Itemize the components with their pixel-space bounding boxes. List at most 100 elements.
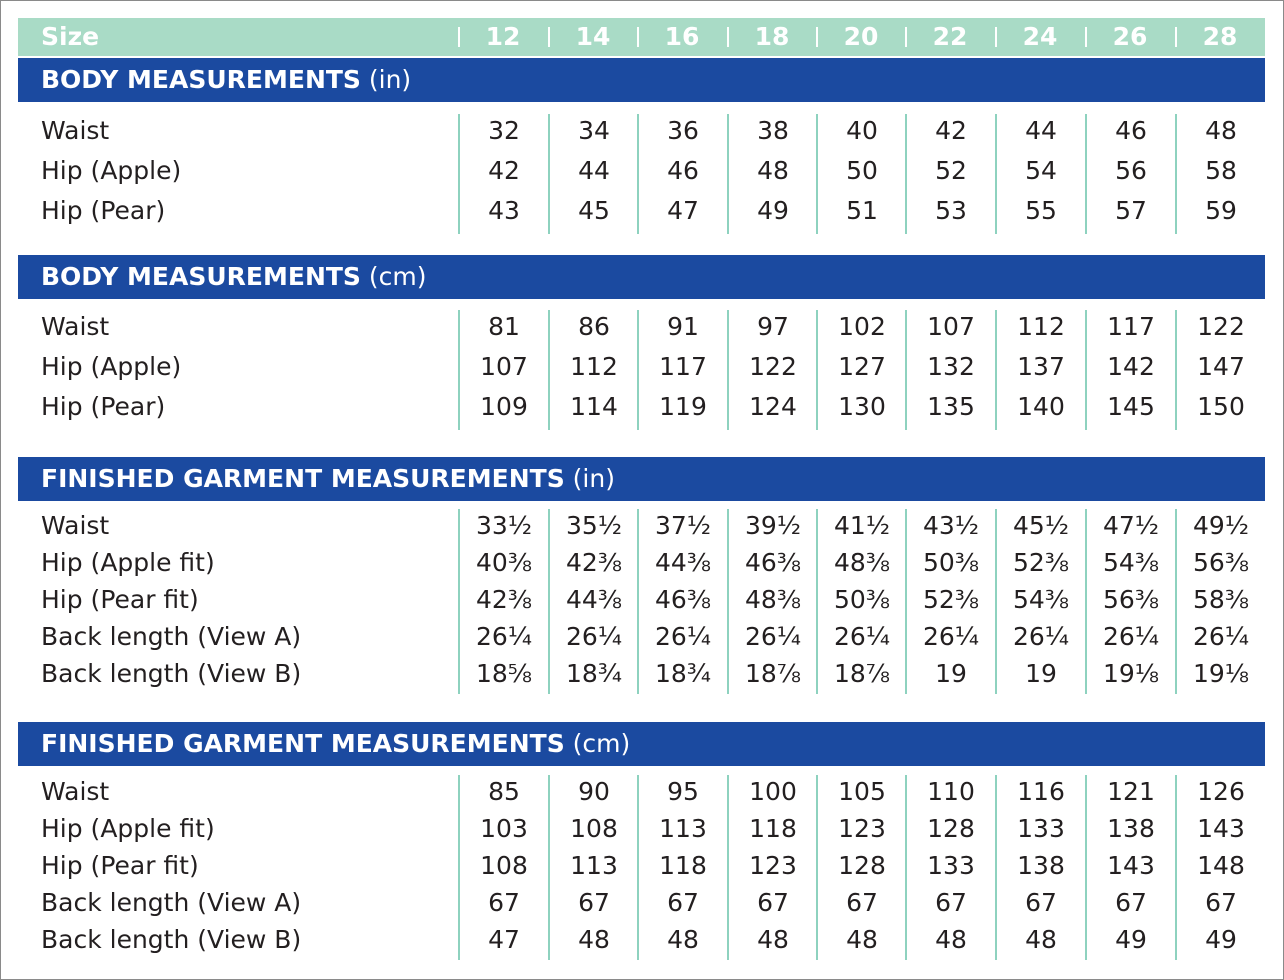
column-divider [637, 310, 639, 430]
measurement-cell: 124 [749, 392, 797, 421]
measurement-cell: 44 [578, 156, 610, 185]
measurement-cell: 86 [578, 312, 610, 341]
measurement-cell: 123 [749, 851, 797, 880]
column-divider [548, 310, 550, 430]
measurement-cell: 118 [659, 851, 707, 880]
measurement-cell: 43 [488, 196, 520, 225]
measurement-cell: 26¼ [922, 622, 980, 651]
measurement-cell: 105 [838, 777, 886, 806]
section-title-text: BODY MEASUREMENTS [41, 262, 361, 291]
header-divider [1085, 27, 1087, 47]
measurement-cell: 107 [927, 312, 975, 341]
header-divider [816, 27, 818, 47]
column-divider [1175, 509, 1177, 694]
measurement-cell: 50⅜ [922, 548, 980, 577]
measurement-cell: 47½ [1102, 511, 1160, 540]
measurement-cell: 26¼ [1192, 622, 1250, 651]
measurement-cell: 117 [659, 352, 707, 381]
measurement-cell: 138 [1107, 814, 1155, 843]
section-unit: (cm) [368, 262, 427, 291]
measurement-cell: 67 [667, 888, 699, 917]
measurement-cell: 49 [1205, 925, 1237, 954]
measurement-cell: 119 [659, 392, 707, 421]
column-divider [905, 509, 907, 694]
row-label: Hip (Apple) [41, 156, 182, 185]
measurement-cell: 46⅜ [744, 548, 802, 577]
measurement-cell: 102 [838, 312, 886, 341]
column-divider [1085, 775, 1087, 960]
column-divider [995, 509, 997, 694]
column-divider [816, 775, 818, 960]
column-divider [816, 114, 818, 234]
measurement-cell: 43½ [922, 511, 980, 540]
measurement-cell: 48⅜ [744, 585, 802, 614]
measurement-cell: 54⅜ [1102, 548, 1160, 577]
measurement-cell: 35½ [565, 511, 623, 540]
measurement-cell: 26¼ [744, 622, 802, 651]
measurement-cell: 18⅞ [744, 659, 802, 688]
measurement-cell: 47 [667, 196, 699, 225]
column-divider [905, 775, 907, 960]
measurement-cell: 117 [1107, 312, 1155, 341]
measurement-cell: 67 [757, 888, 789, 917]
column-divider [548, 775, 550, 960]
measurement-cell: 51 [846, 196, 878, 225]
measurement-cell: 58⅜ [1192, 585, 1250, 614]
measurement-cell: 42⅜ [475, 585, 533, 614]
measurement-cell: 41½ [833, 511, 891, 540]
size-header-label: Size [41, 22, 100, 51]
measurement-cell: 44⅜ [654, 548, 712, 577]
section-title: BODY MEASUREMENTS (cm) [41, 262, 426, 291]
measurement-cell: 19⅛ [1192, 659, 1250, 688]
row-label: Hip (Pear fit) [41, 585, 199, 614]
measurement-cell: 55 [1025, 196, 1057, 225]
measurement-cell: 113 [659, 814, 707, 843]
measurement-cell: 39½ [744, 511, 802, 540]
measurement-cell: 143 [1197, 814, 1245, 843]
header-divider [1175, 27, 1177, 47]
measurement-cell: 67 [935, 888, 967, 917]
column-divider [905, 114, 907, 234]
measurement-cell: 135 [927, 392, 975, 421]
measurement-cell: 44 [1025, 116, 1057, 145]
measurement-cell: 54 [1025, 156, 1057, 185]
size-24: 24 [1022, 22, 1058, 51]
measurement-cell: 109 [480, 392, 528, 421]
measurement-cell: 26¼ [1012, 622, 1070, 651]
column-divider [637, 775, 639, 960]
row-label: Back length (View A) [41, 888, 302, 917]
measurement-cell: 19 [935, 659, 967, 688]
measurement-cell: 49½ [1192, 511, 1250, 540]
size-header-row: Size 12 14 16 18 20 22 24 26 28 [18, 18, 1265, 56]
measurement-cell: 140 [1017, 392, 1065, 421]
measurement-cell: 56 [1115, 156, 1147, 185]
measurement-cell: 150 [1197, 392, 1245, 421]
measurement-cell: 52 [935, 156, 967, 185]
column-divider [1085, 114, 1087, 234]
measurement-cell: 142 [1107, 352, 1155, 381]
measurement-cell: 48 [757, 925, 789, 954]
section-unit: (in) [572, 464, 615, 493]
section-header: FINISHED GARMENT MEASUREMENTS (in) [18, 457, 1265, 501]
measurement-cell: 19 [1025, 659, 1057, 688]
section-title: BODY MEASUREMENTS (in) [41, 65, 411, 94]
size-22: 22 [932, 22, 968, 51]
size-28: 28 [1202, 22, 1238, 51]
measurement-cell: 40 [846, 116, 878, 145]
section-title-text: FINISHED GARMENT MEASUREMENTS [41, 464, 565, 493]
measurement-cell: 81 [488, 312, 520, 341]
measurement-cell: 18¾ [654, 659, 712, 688]
measurement-cell: 47 [488, 925, 520, 954]
measurement-cell: 52⅜ [922, 585, 980, 614]
column-divider [637, 509, 639, 694]
size-20: 20 [843, 22, 879, 51]
size-26: 26 [1112, 22, 1148, 51]
measurement-cell: 145 [1107, 392, 1155, 421]
measurement-cell: 36 [667, 116, 699, 145]
row-label: Back length (View B) [41, 925, 302, 954]
measurement-cell: 138 [1017, 851, 1065, 880]
row-label: Back length (View A) [41, 622, 302, 651]
measurement-cell: 26¼ [654, 622, 712, 651]
measurement-cell: 48 [935, 925, 967, 954]
column-divider [458, 509, 460, 694]
